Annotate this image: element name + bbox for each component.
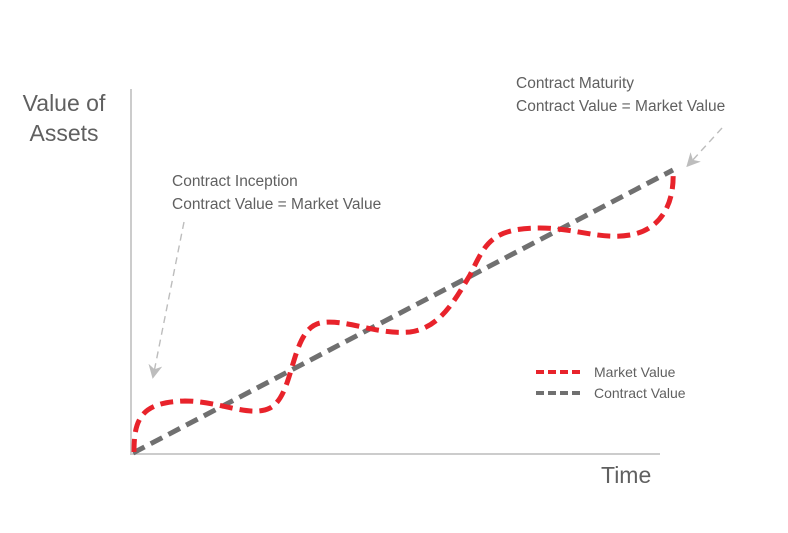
- market-value-line: [131, 169, 676, 453]
- x-axis-label: Time: [601, 462, 652, 488]
- maturity-title: Contract Maturity: [516, 75, 635, 92]
- legend-label: Contract Value: [594, 384, 686, 401]
- maturity-arrow: [686, 127, 723, 168]
- legend-item-market-value: Market Value: [536, 361, 686, 382]
- legend-item-contract-value: Contract Value: [536, 382, 686, 403]
- inception-annotation: Contract Inception Contract Value = Mark…: [172, 170, 381, 216]
- inception-arrow: [148, 221, 185, 379]
- y-axis-label-line1: Value of: [22, 90, 106, 116]
- y-axis-label-line2: Assets: [29, 120, 99, 146]
- inception-subtitle: Contract Value = Market Value: [172, 196, 382, 213]
- y-axis-label: Value of Assets: [16, 88, 112, 148]
- maturity-subtitle: Contract Value = Market Value: [516, 98, 726, 115]
- maturity-annotation: Contract Maturity Contract Value = Marke…: [516, 72, 725, 118]
- inception-title: Contract Inception: [172, 173, 298, 190]
- contract-value-swatch-icon: [536, 390, 580, 395]
- market-value-swatch-icon: [536, 369, 580, 374]
- legend-label: Market Value: [594, 363, 676, 380]
- legend: Market Value Contract Value: [536, 361, 686, 403]
